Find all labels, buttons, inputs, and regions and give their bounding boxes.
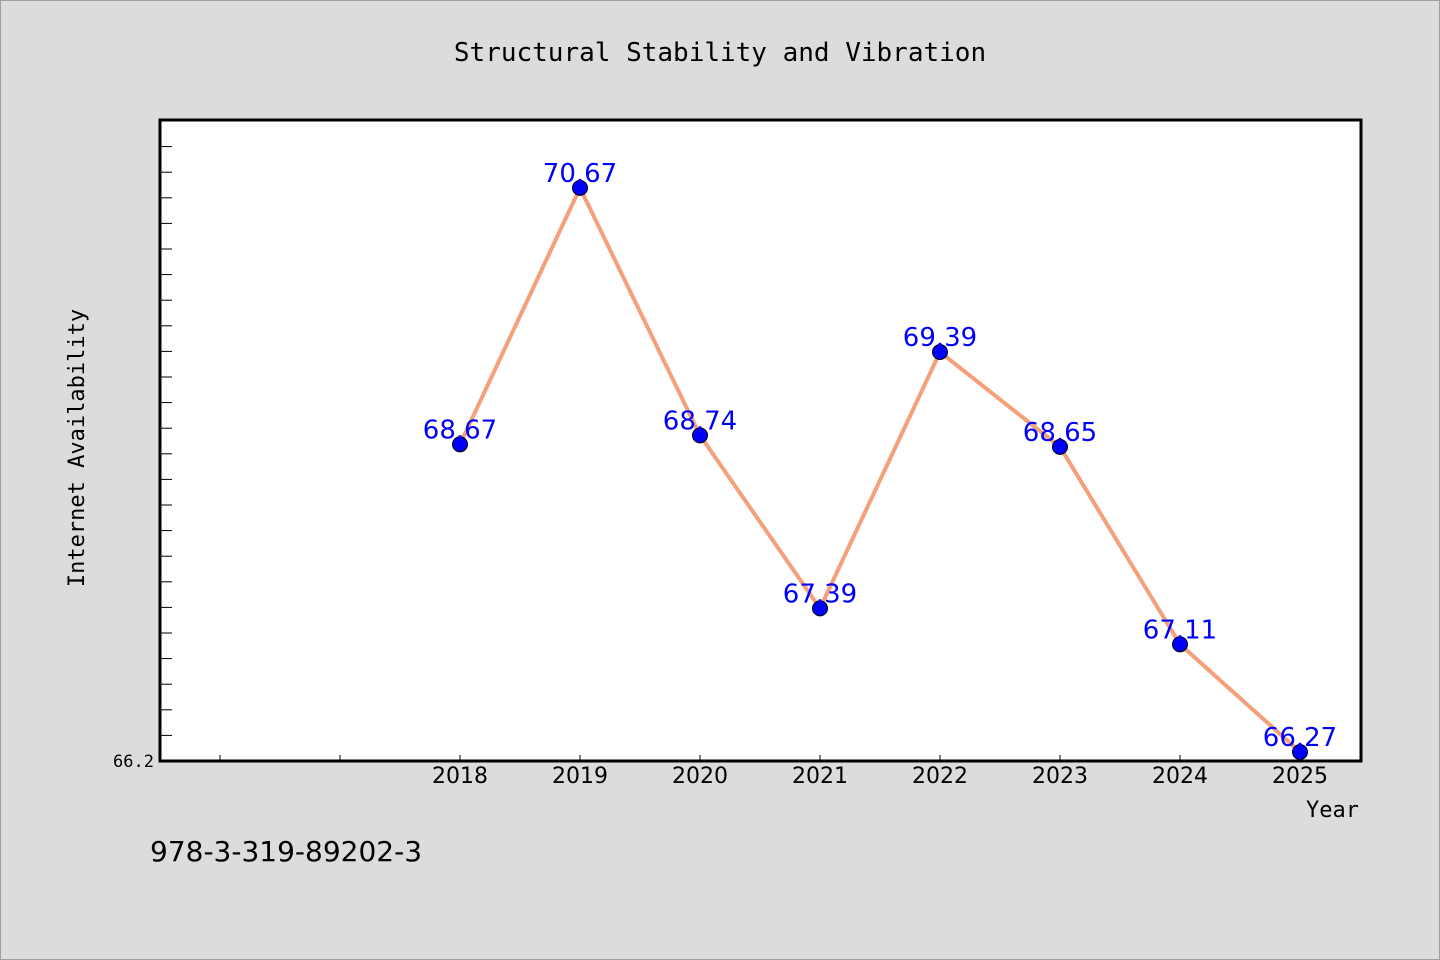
data-point	[452, 436, 468, 453]
data-point	[1172, 636, 1188, 653]
data-label: 70.67	[543, 159, 617, 189]
series-points-group	[452, 179, 1308, 760]
x-tick-label: 2018	[432, 764, 488, 789]
y-axis-ticks	[160, 146, 172, 736]
x-tick-label: 2023	[1032, 764, 1088, 789]
x-axis-label: Year	[1306, 798, 1359, 823]
x-tick-label: 2020	[672, 764, 728, 789]
data-labels-group: 68.67 70.67 68.74 67.39 69.39 68.65 67.11 66.27	[423, 159, 1337, 753]
data-point	[812, 600, 828, 617]
data-point	[932, 344, 948, 360]
x-tick-labels: 2018 2019 2020 2021 2022 2023 2024 2025	[432, 764, 1328, 789]
series-line	[458, 183, 1302, 754]
x-tick-label: 2021	[792, 764, 848, 789]
data-label: 66.27	[1263, 723, 1337, 753]
chart-title: Structural Stability and Vibration	[454, 38, 986, 68]
data-point	[692, 427, 708, 444]
data-point	[572, 179, 588, 196]
data-label: 68.67	[423, 415, 497, 445]
data-label: 68.65	[1023, 418, 1097, 448]
series-line-group	[458, 183, 1302, 754]
data-point	[1052, 438, 1068, 455]
data-point	[1292, 744, 1308, 760]
x-tick-label: 2025	[1272, 764, 1328, 789]
data-label: 67.39	[783, 579, 857, 609]
x-tick-label: 2019	[552, 764, 608, 789]
x-tick-label: 2024	[1152, 764, 1208, 789]
data-label: 69.39	[903, 323, 977, 353]
isbn-text: 978-3-319-89202-3	[150, 835, 423, 868]
x-axis-ticks	[219, 755, 1301, 761]
plot-area	[158, 118, 1363, 763]
y-axis-label: Internet Availability	[65, 309, 90, 587]
x-tick-label: 2022	[912, 764, 968, 789]
data-label: 67.11	[1143, 615, 1217, 645]
y-tick-label: 66.2	[113, 752, 154, 772]
data-label: 68.74	[663, 406, 737, 436]
